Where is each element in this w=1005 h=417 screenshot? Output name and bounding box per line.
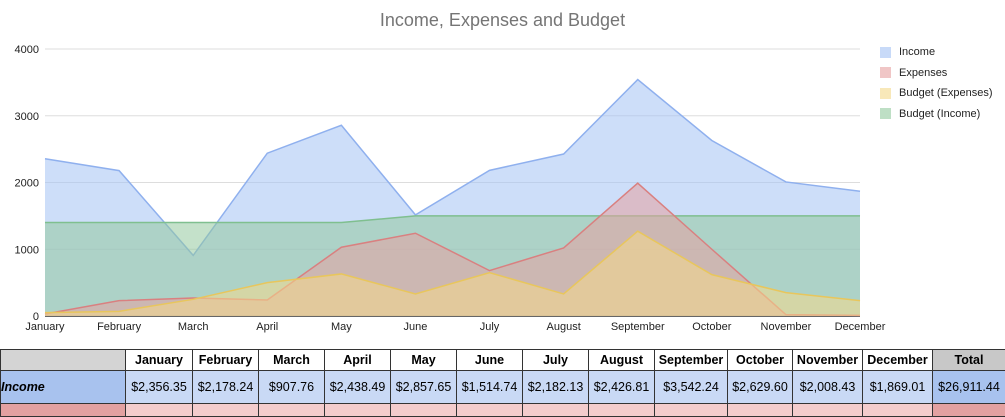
legend-label: Budget (Expenses) [899,87,993,99]
x-tick-label: May [331,321,352,333]
income-cell: $2,182.13 [523,371,589,404]
column-header: June [457,350,523,371]
income-cell: $1,514.74 [457,371,523,404]
column-header: March [259,350,325,371]
expenses-cell [589,404,655,417]
legend-swatch [880,88,891,99]
x-tick-label: January [25,321,65,333]
legend-item[interactable]: Budget (Income) [880,104,993,125]
income-cell: $2,857.65 [391,371,457,404]
column-header: February [193,350,259,371]
y-tick-label: 2000 [15,178,39,190]
legend-label: Income [899,46,935,58]
income-cell: $2,438.49 [325,371,391,404]
legend-swatch [880,108,891,119]
y-tick-label: 1000 [15,244,39,256]
column-header: November [793,350,863,371]
income-cell: $1,869.01 [863,371,933,404]
expenses-cell [457,404,523,417]
table-row-income: Income$2,356.35$2,178.24$907.76$2,438.49… [1,371,1005,404]
column-header: October [728,350,793,371]
legend-label: Expenses [899,67,947,79]
column-header: July [523,350,589,371]
income-cell: $26,911.44 [933,371,1005,404]
corner-cell [1,350,126,371]
column-header: Total [933,350,1005,371]
income-cell: $2,356.35 [126,371,193,404]
table-row-expenses [1,404,1005,417]
expenses-cell [728,404,793,417]
x-tick-label: December [835,321,886,333]
column-header: January [126,350,193,371]
y-tick-label: 3000 [15,111,39,123]
income-cell: $3,542.24 [655,371,728,404]
expenses-cell [523,404,589,417]
column-header: April [325,350,391,371]
income-cell: $907.76 [259,371,325,404]
expenses-cell [863,404,933,417]
expenses-cell [933,404,1005,417]
expenses-cell [391,404,457,417]
column-header: September [655,350,728,371]
expenses-cell [793,404,863,417]
expenses-cell [325,404,391,417]
expenses-cell [259,404,325,417]
x-tick-label: June [404,321,428,333]
x-tick-label: February [97,321,142,333]
x-tick-label: October [692,321,731,333]
income-cell: $2,426.81 [589,371,655,404]
income-cell: $2,008.43 [793,371,863,404]
legend-item[interactable]: Expenses [880,63,993,84]
legend-item[interactable]: Income [880,42,993,63]
income-cell: $2,629.60 [728,371,793,404]
legend-swatch [880,67,891,78]
chart-legend: Income Expenses Budget (Expenses) Budget (I… [880,42,993,124]
expenses-cell [126,404,193,417]
row-label-income: Income [1,371,126,404]
x-tick-label: April [256,321,278,333]
column-header: August [589,350,655,371]
legend-label: Budget (Income) [899,108,980,120]
expenses-cell [655,404,728,417]
income-cell: $2,178.24 [193,371,259,404]
legend-item[interactable]: Budget (Expenses) [880,83,993,104]
x-tick-label: March [178,321,209,333]
row-label-expenses [1,404,126,417]
x-tick-label: November [761,321,812,333]
x-tick-label: September [611,321,665,333]
x-tick-label: August [547,321,581,333]
expenses-cell [193,404,259,417]
y-tick-label: 4000 [15,44,39,56]
column-header: December [863,350,933,371]
column-header: May [391,350,457,371]
x-tick-label: July [480,321,500,333]
legend-swatch [880,47,891,58]
